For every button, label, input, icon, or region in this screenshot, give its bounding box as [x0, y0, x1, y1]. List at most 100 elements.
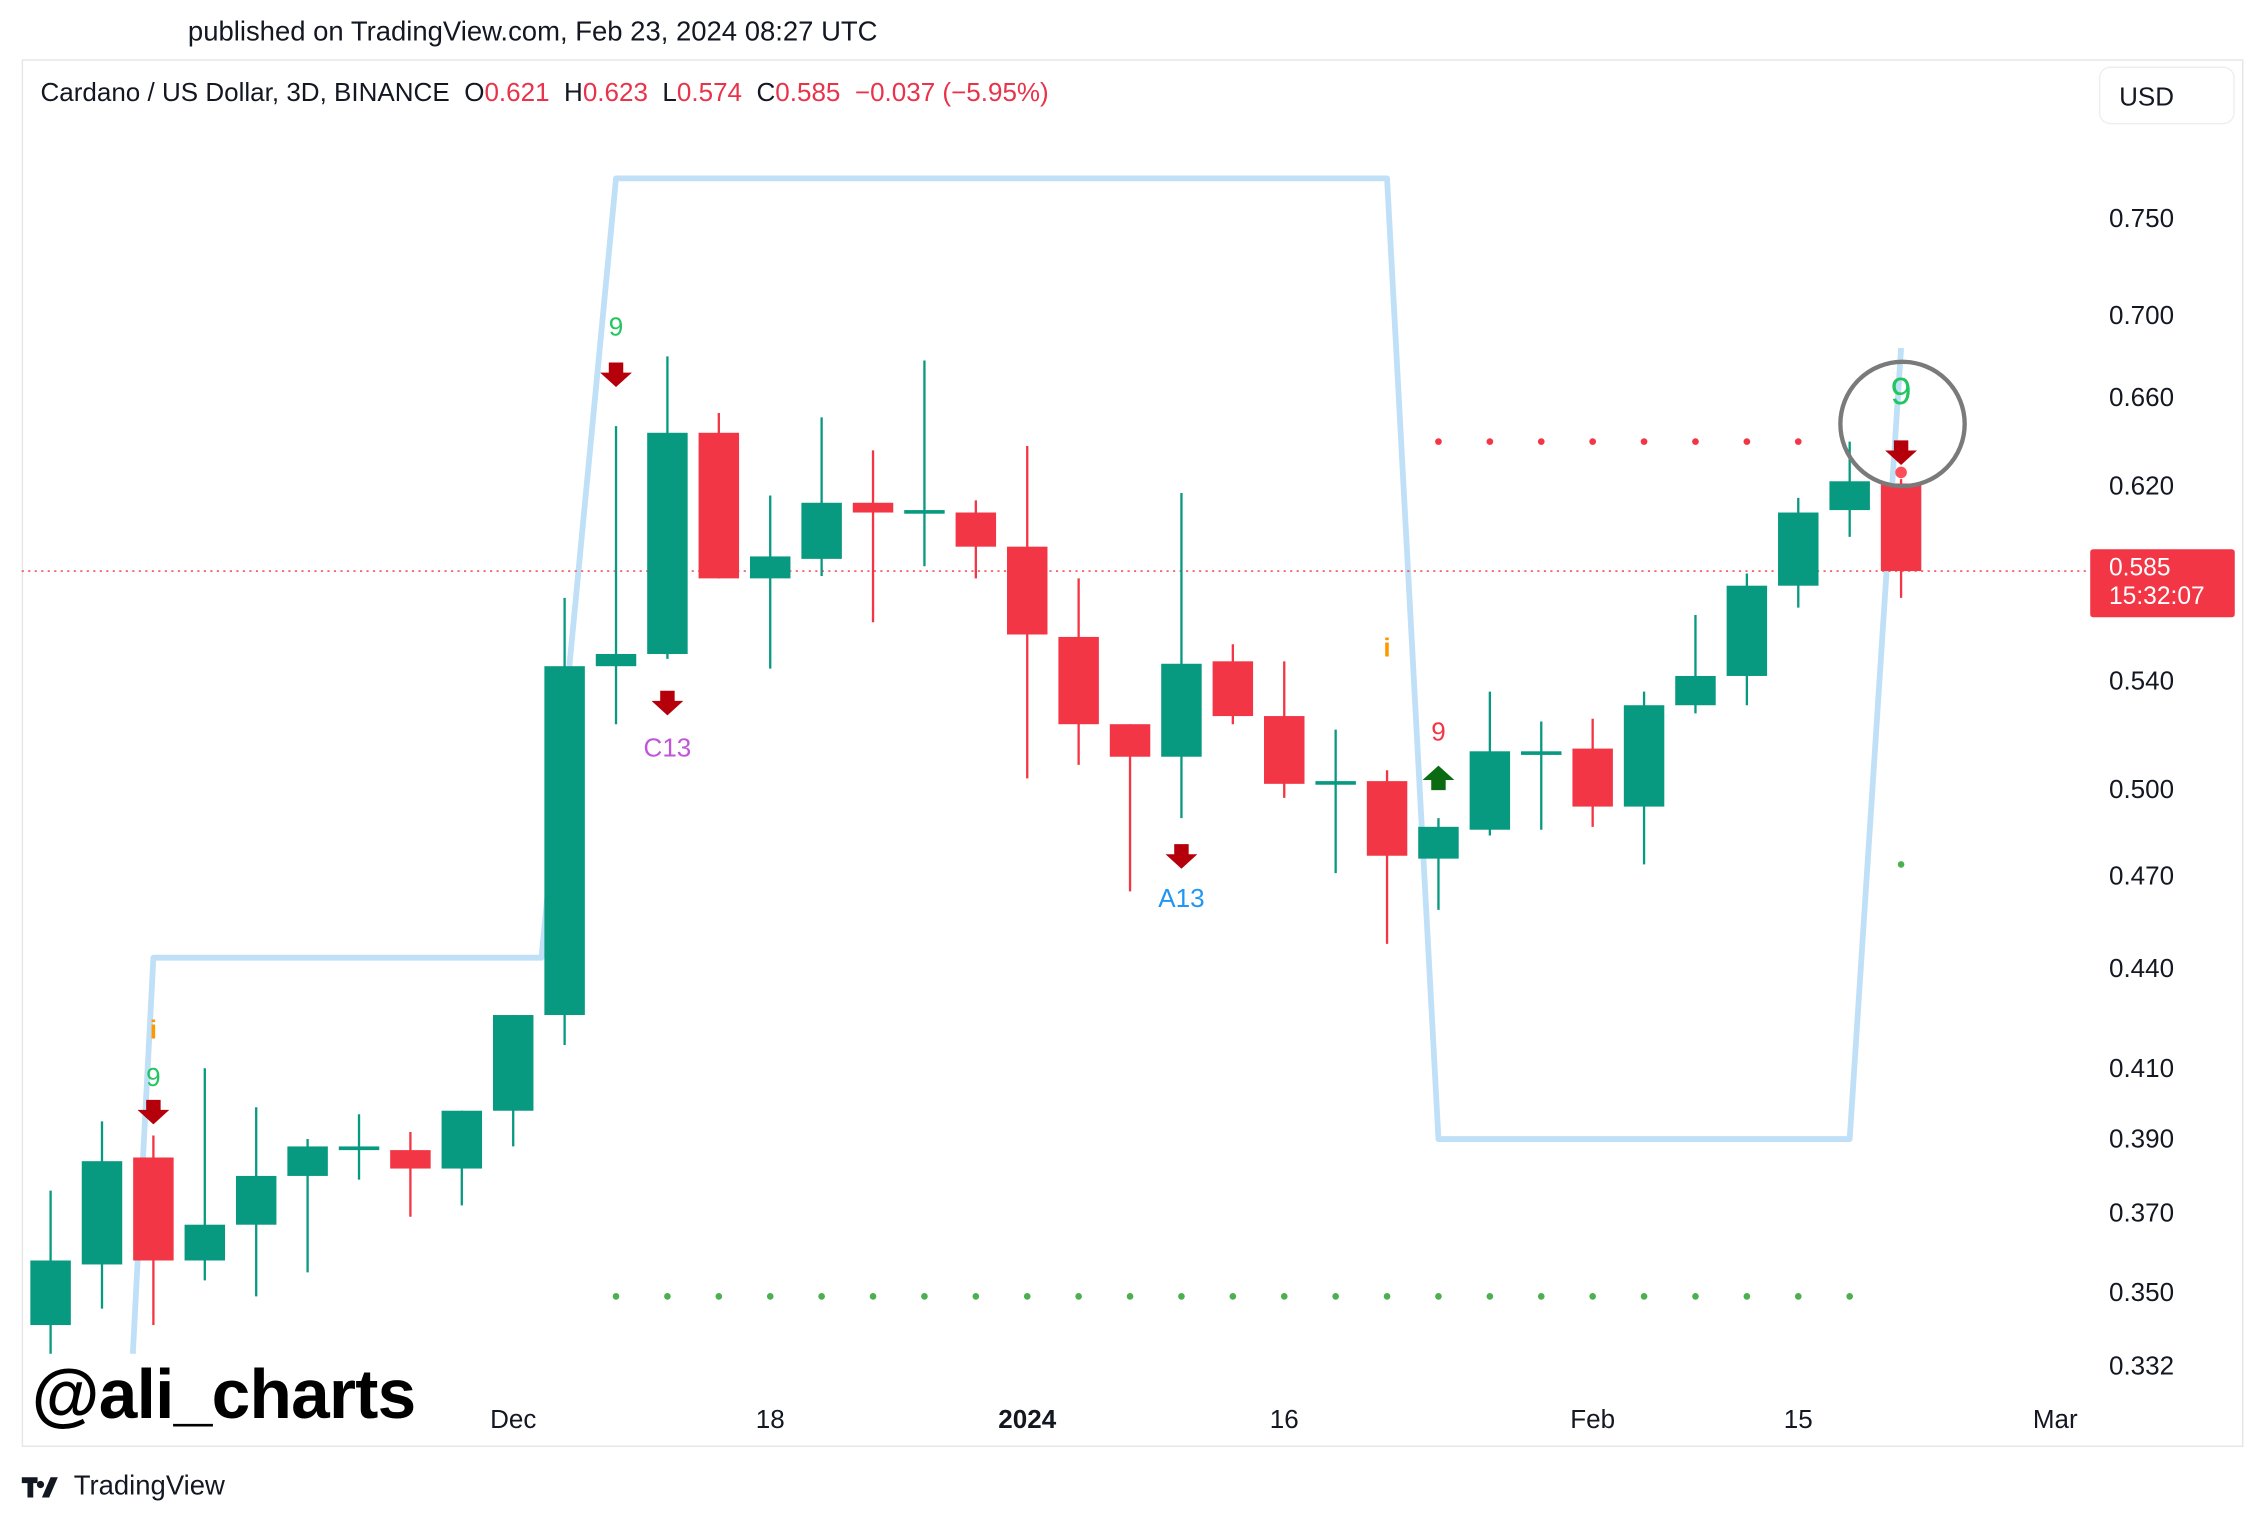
support-dot: [1692, 1293, 1699, 1300]
resistance-dot: [1743, 438, 1751, 445]
candle-down: [1007, 546, 1048, 635]
candle-up: [1161, 663, 1202, 757]
time-axis-tick: Feb: [1570, 1404, 1615, 1434]
support-dot: [1229, 1293, 1237, 1300]
time-axis-tick: 16: [1270, 1404, 1299, 1434]
currency-button[interactable]: USD: [2098, 66, 2235, 125]
tradingview-footer[interactable]: TradingView: [21, 1471, 225, 1504]
candle-down: [390, 1150, 431, 1169]
buy-arrow-icon: [1422, 765, 1455, 791]
sell-arrow-icon: [137, 1099, 170, 1125]
symbol-legend: Cardano / US Dollar, 3D, BINANCE O0.621 …: [40, 78, 1048, 108]
support-dot: [1075, 1293, 1082, 1300]
price-axis-tick: 0.540: [2109, 666, 2174, 696]
support-dot: [1846, 1293, 1853, 1300]
resistance-dot: [1486, 438, 1494, 445]
high-value: 0.623: [582, 78, 648, 107]
candle-up: [1418, 826, 1459, 859]
close-value: 0.585: [775, 78, 841, 107]
candle-down: [133, 1157, 174, 1261]
candle-down: [955, 512, 997, 547]
candle-down: [1212, 661, 1254, 717]
support-dot: [1023, 1293, 1031, 1300]
candle-up: [287, 1146, 328, 1176]
price-axis-tick: 0.370: [2109, 1197, 2174, 1227]
price-axis-tick: 0.500: [2109, 774, 2174, 804]
time-axis-tick: 2024: [998, 1404, 1056, 1434]
price-axis-tick: 0.660: [2109, 382, 2174, 412]
support-dot: [1537, 1293, 1545, 1300]
support-dot: [1178, 1293, 1185, 1300]
candle-up: [1623, 705, 1665, 807]
price-axis-tick: 0.332: [2109, 1351, 2174, 1381]
candle-up: [1726, 585, 1768, 676]
resistance-dot: [1537, 438, 1545, 445]
high-label: H: [564, 78, 583, 107]
td-marker-label: i: [1383, 632, 1390, 662]
resistance-dot: [1692, 438, 1699, 445]
support-dot: [1126, 1293, 1134, 1300]
time-axis-tick: 15: [1784, 1404, 1813, 1434]
support-dot: [1486, 1293, 1494, 1300]
td-marker-label: 9: [1891, 370, 1912, 412]
candle-down: [1264, 716, 1305, 784]
candle-down: [1366, 781, 1408, 856]
support-dot: [1280, 1293, 1288, 1300]
price-axis-tick: 0.440: [2109, 953, 2174, 983]
price-axis-tick: 0.620: [2109, 470, 2174, 500]
sell-arrow-icon: [600, 362, 632, 388]
td-marker-label: i: [150, 1014, 157, 1044]
resistance-dot: [1589, 438, 1596, 445]
tradingview-logo-icon: [21, 1477, 58, 1498]
candle-up: [235, 1175, 277, 1225]
candle-up: [1521, 751, 1562, 755]
candle-up: [492, 1015, 534, 1111]
price-axis-tick: 0.410: [2109, 1053, 2174, 1083]
sell-arrow-icon: [1165, 844, 1198, 869]
resistance-dot: [1640, 438, 1648, 445]
candle-up: [1778, 512, 1819, 586]
td-marker-label: 9: [609, 312, 623, 342]
last-price-value: 0.585: [2108, 553, 2171, 582]
td-marker-label: A13: [1158, 883, 1204, 913]
support-dot: [766, 1293, 774, 1300]
support-dot: [1383, 1293, 1391, 1300]
candle-up: [441, 1110, 483, 1169]
sell-arrow-icon: [1885, 440, 1917, 465]
change-value: −0.037 (−5.95%): [854, 78, 1049, 107]
support-dot: [715, 1293, 723, 1300]
price-axis-tick: 0.350: [2109, 1277, 2174, 1307]
support-dot: [664, 1293, 671, 1300]
price-axis-tick: 0.470: [2109, 861, 2174, 891]
candle-up: [338, 1146, 380, 1151]
candle-down: [1109, 724, 1151, 757]
support-dot: [818, 1293, 825, 1300]
tradingview-brand: TradingView: [73, 1471, 225, 1502]
td-marker-label: 9: [1431, 716, 1445, 746]
last-price-label: 0.585 15:32:07: [2090, 549, 2235, 618]
signal-dot: [1895, 466, 1907, 479]
candle-up: [904, 510, 945, 514]
candle-down: [852, 502, 894, 513]
support-dot: [1332, 1293, 1339, 1300]
candle-up: [595, 654, 637, 667]
candle-up: [1469, 751, 1511, 830]
candle-up: [544, 666, 585, 1016]
candle-up: [30, 1260, 71, 1326]
symbol-title: Cardano / US Dollar, 3D, BINANCE: [40, 78, 450, 107]
candle-up: [801, 502, 842, 559]
td-marker-label: C13: [644, 733, 692, 763]
candle-down: [1880, 483, 1922, 572]
candle-up: [81, 1161, 123, 1265]
candle-up: [749, 556, 791, 579]
time-axis-tick: Mar: [2033, 1404, 2078, 1434]
open-value: 0.621: [484, 78, 550, 107]
time-axis-tick: Dec: [490, 1404, 536, 1434]
candle-up: [1315, 781, 1356, 785]
candle-down: [1058, 636, 1099, 725]
author-watermark: @ali_charts: [31, 1357, 416, 1434]
td-level-line: [129, 175, 1904, 1354]
support-dot: [1897, 861, 1905, 868]
